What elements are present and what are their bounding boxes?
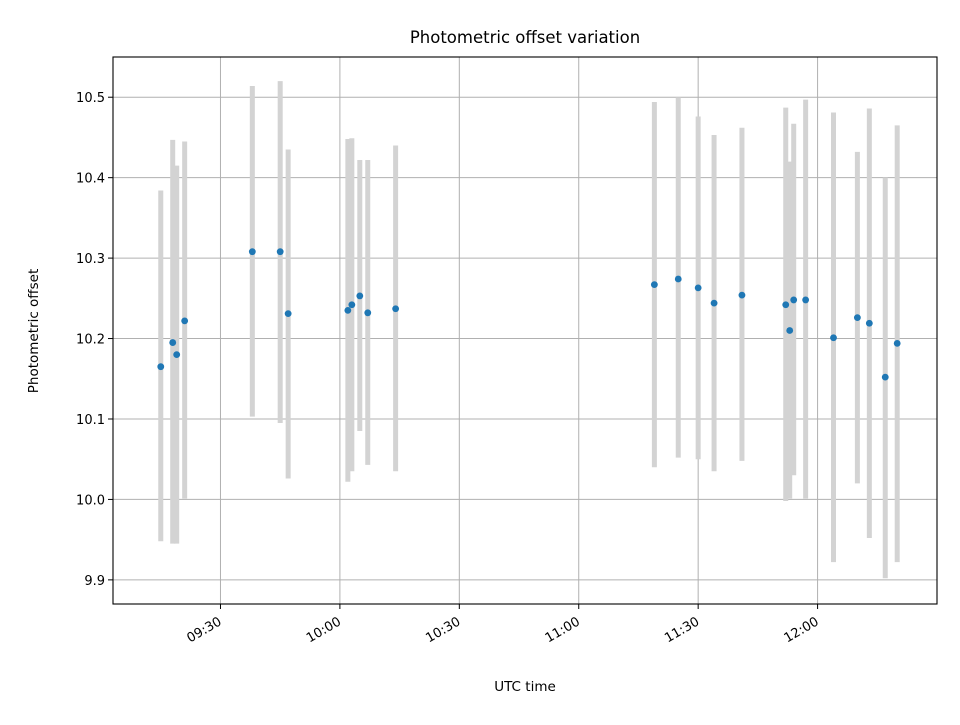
data-point: [348, 301, 356, 309]
data-point: [802, 296, 810, 304]
plot-area-frame: [112, 56, 938, 605]
data-point: [284, 310, 292, 318]
data-point: [853, 314, 861, 322]
data-point: [344, 306, 352, 314]
x-axis-label: UTC time: [494, 679, 556, 695]
data-point: [674, 275, 682, 283]
y-tick-label: 10.3: [76, 252, 105, 267]
y-tick-label: 9.9: [84, 574, 105, 589]
data-point: [181, 317, 189, 325]
data-point: [157, 363, 165, 371]
data-point: [830, 334, 837, 342]
data-point: [881, 373, 889, 381]
data-point: [392, 305, 400, 313]
y-tick-label: 10.0: [76, 493, 105, 508]
data-point: [694, 284, 702, 292]
data-point: [786, 327, 794, 334]
data-point: [782, 301, 790, 309]
data-point: [865, 319, 873, 327]
data-point: [710, 299, 718, 307]
chart-title: Photometric offset variation: [410, 28, 640, 47]
y-tick-label: 10.1: [76, 413, 105, 428]
data-point: [650, 281, 658, 289]
y-axis-label: Photometric offset: [26, 269, 42, 393]
data-point: [790, 296, 798, 304]
y-tick-label: 10.2: [76, 333, 105, 348]
data-point: [248, 248, 256, 256]
data-point: [738, 291, 746, 299]
data-point: [169, 339, 177, 346]
data-point: [173, 351, 181, 359]
y-tick-label: 10.4: [76, 172, 105, 187]
point-layer: [157, 248, 901, 381]
data-point: [356, 292, 364, 300]
y-tick-label: 10.5: [76, 91, 105, 106]
data-point: [893, 339, 901, 347]
data-point: [364, 309, 372, 317]
data-point: [276, 248, 284, 256]
